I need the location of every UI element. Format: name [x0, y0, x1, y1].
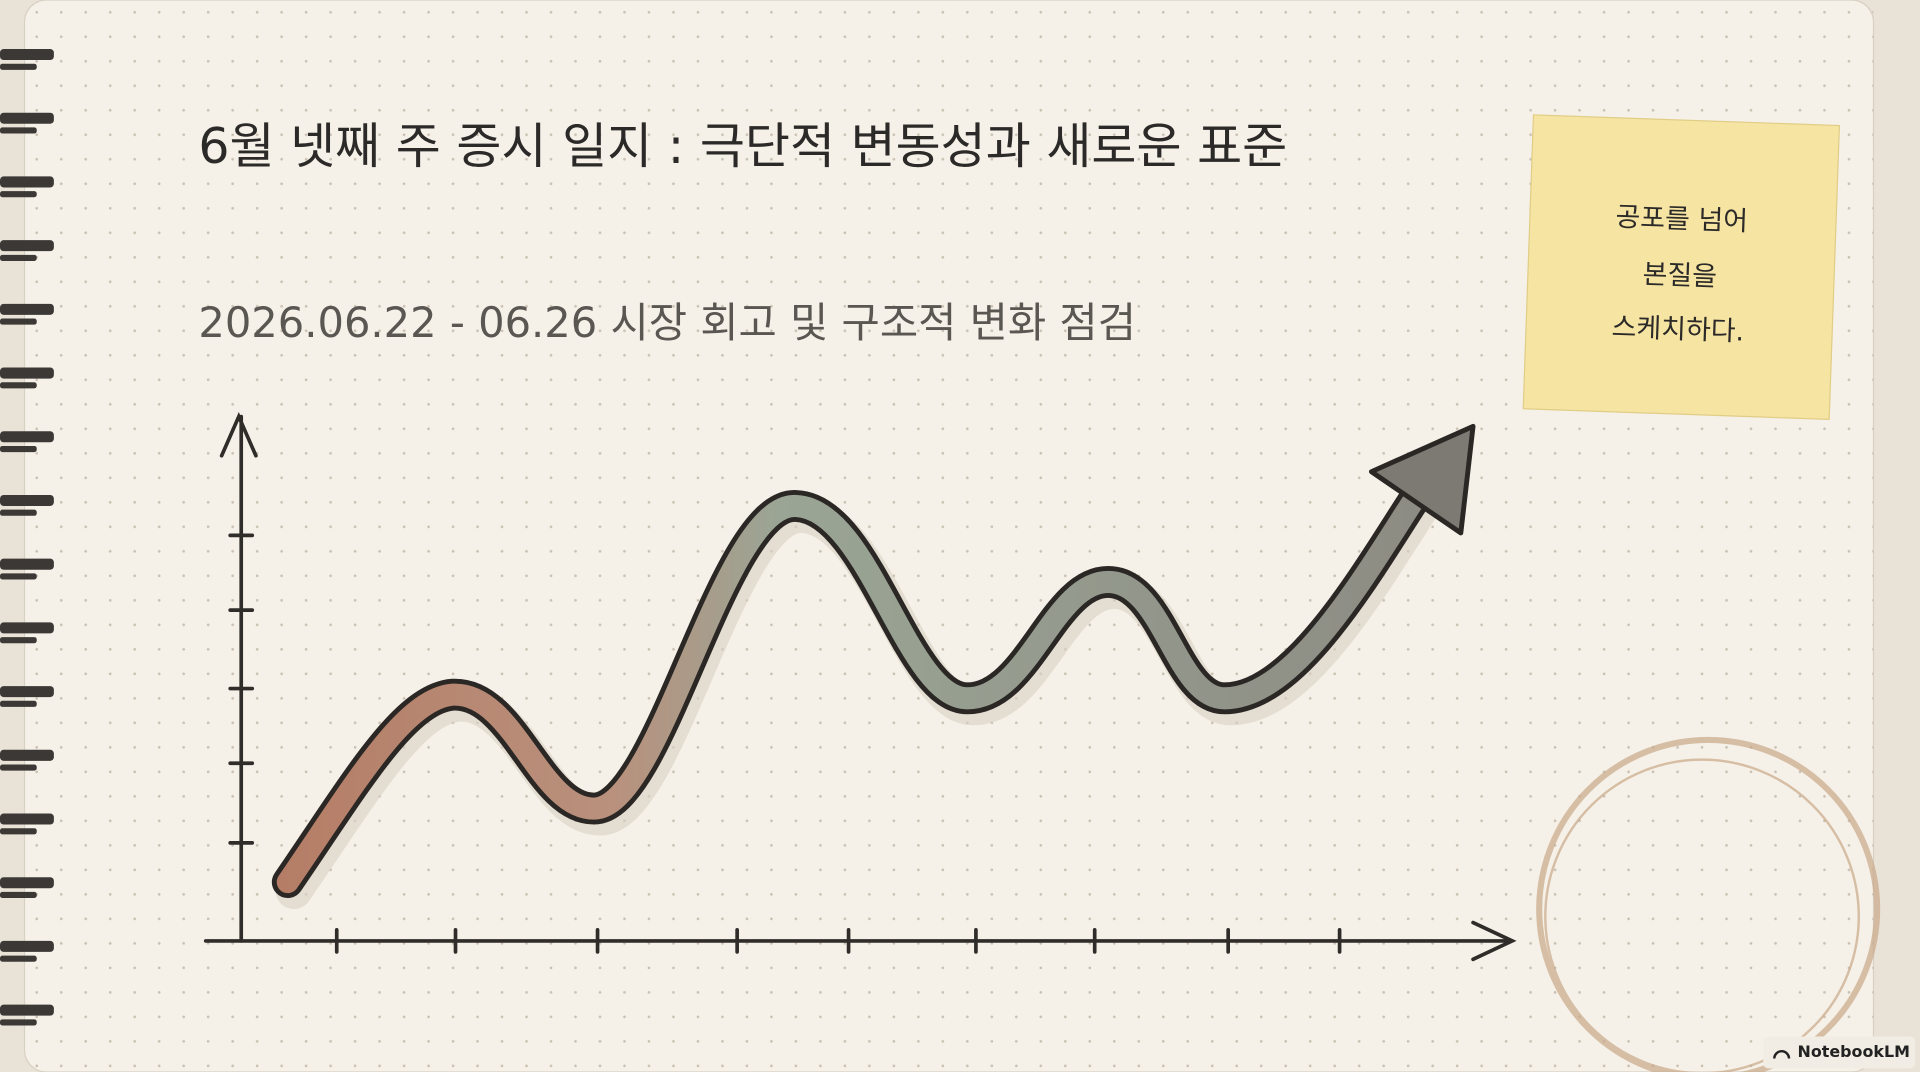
note-line: 공포를 넘어: [1615, 202, 1748, 238]
badge: NotebookLM: [1763, 1036, 1916, 1069]
trend-curve: [271, 423, 1476, 910]
sketch-axes: [203, 411, 1517, 962]
spiral-binding: [0, 49, 54, 1026]
subtitle: 2026.06.22 - 06.26 시장 회고 및 구조적 변화 점검: [198, 298, 1136, 347]
coffee-stain: [1536, 736, 1881, 1072]
note-line: 스케치하다.: [1611, 312, 1744, 348]
badge-text: NotebookLM: [1798, 1042, 1910, 1061]
note-line: 본질을: [1642, 259, 1717, 293]
note-paper: [1522, 114, 1841, 421]
title: 6월 넷째 주 증시 일지 : 극단적 변동성과 새로운 표준: [198, 118, 1287, 175]
sticky-note: 공포를 넘어 본질을 스케치하다.: [1522, 114, 1841, 421]
